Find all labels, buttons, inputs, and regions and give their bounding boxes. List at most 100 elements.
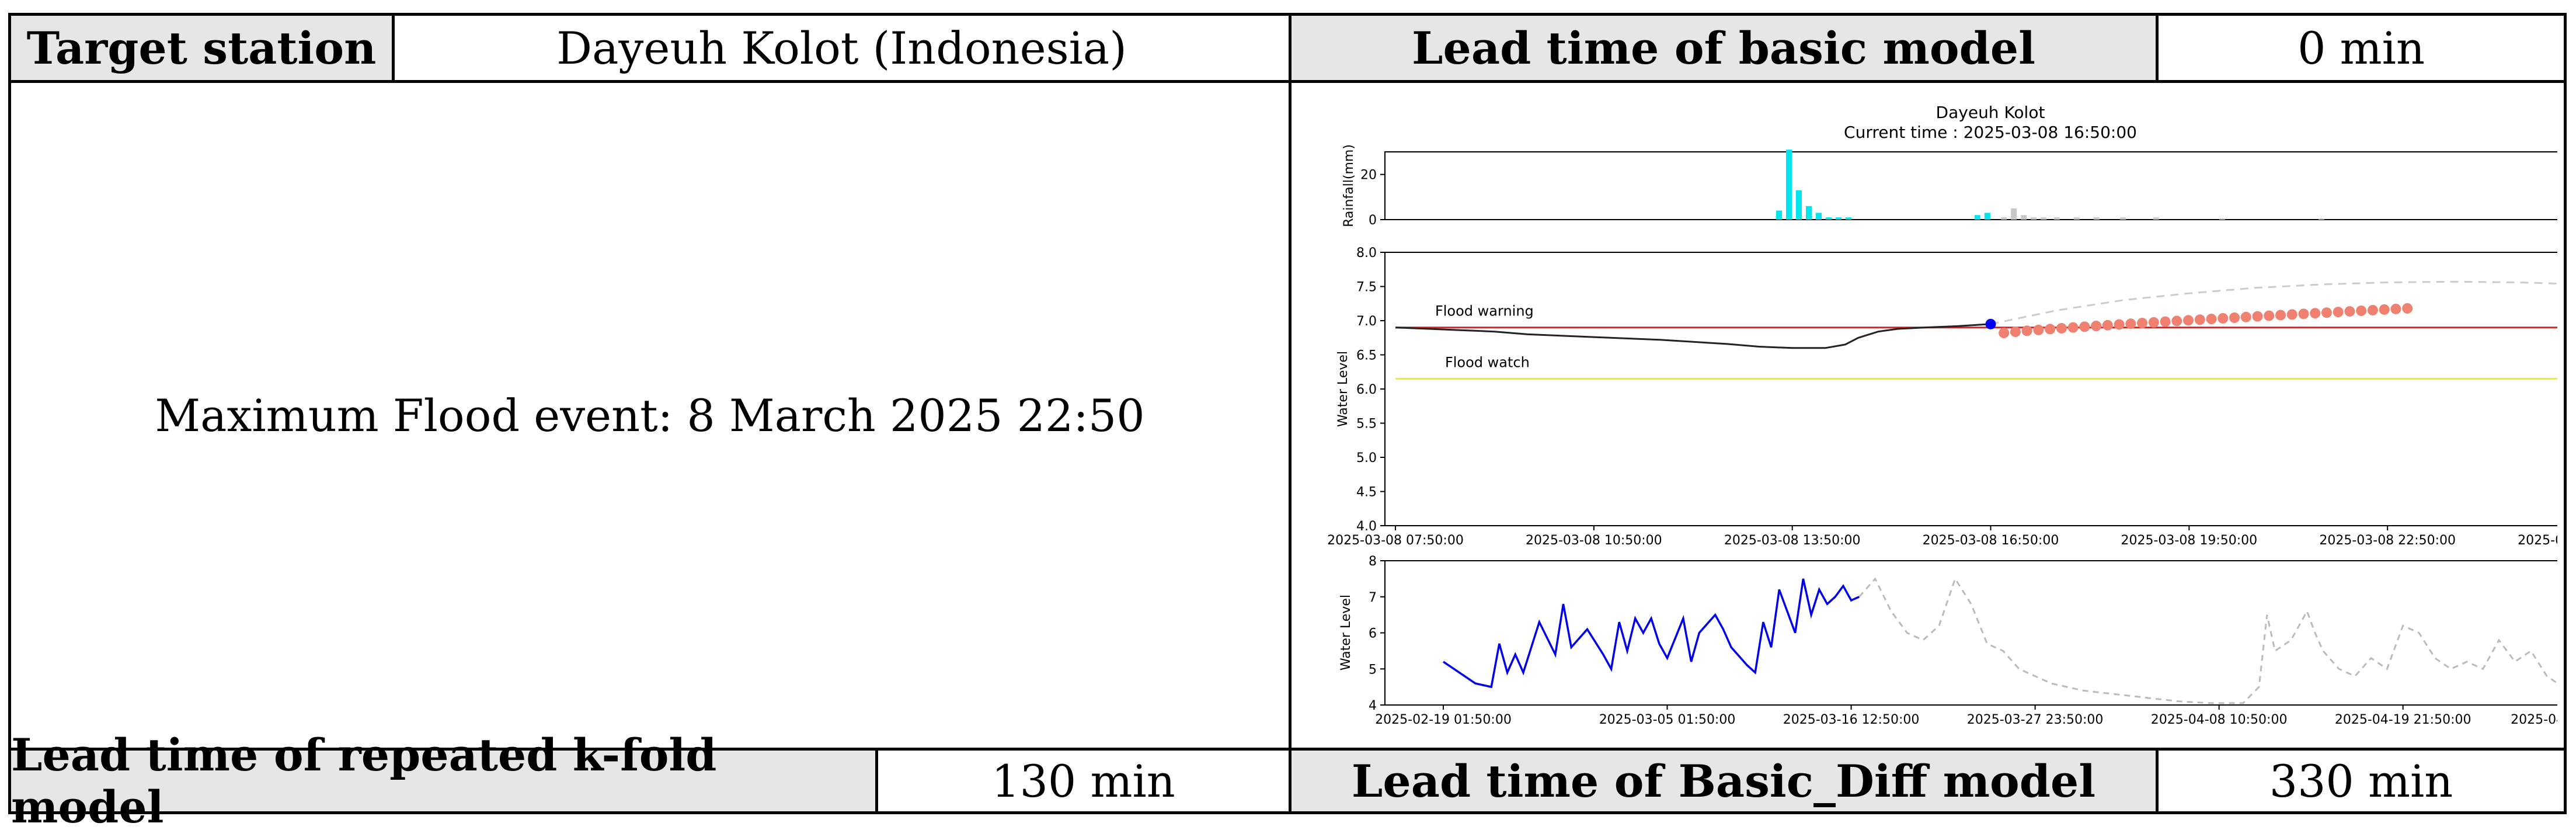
- history-dashed-line: [1858, 576, 2557, 704]
- basic-model-label: Lead time of basic model: [1292, 16, 2156, 80]
- predicted-point: [2218, 313, 2229, 324]
- forecast-chart: Dayeuh Kolot Current time : 2025-03-08 1…: [1327, 103, 2557, 727]
- rainfall-bar: [2031, 217, 2037, 220]
- predicted-point: [2067, 322, 2079, 333]
- rainfall-bar: [2001, 217, 2007, 220]
- row-divider-1: [8, 80, 2567, 83]
- rainfall-ytick-label: 0: [1369, 213, 1377, 228]
- predicted-point: [2264, 310, 2275, 321]
- rainfall-bar: [1845, 217, 1851, 220]
- predicted-point: [2114, 319, 2125, 330]
- history-ytick-label: 7: [1369, 591, 1377, 605]
- history-xtick-label: 2025-03-27 23:50:00: [1967, 713, 2104, 727]
- rainfall-ytick-label: 20: [1360, 168, 1377, 183]
- col-divider-top-2: [2156, 13, 2159, 83]
- history-ytick-label: 6: [1369, 627, 1377, 641]
- basic-model-value: 0 min: [2297, 22, 2425, 74]
- kfold-model-value: 130 min: [991, 755, 1175, 807]
- predicted-point: [2367, 305, 2378, 316]
- rainfall-bar: [1795, 190, 1802, 220]
- water-level-axes: [1384, 252, 2557, 526]
- predicted-point: [2021, 325, 2032, 336]
- kfold-model-label: Lead time of repeated k-fold model: [11, 729, 875, 833]
- rainfall-bar: [1835, 217, 1842, 220]
- history-ytick-label: 4: [1369, 699, 1377, 713]
- row-divider-2: [8, 748, 2567, 751]
- rainfall-bar: [2153, 217, 2159, 220]
- predicted-point: [1999, 328, 2010, 339]
- water-level-xtick-label: 2025-03-08 10:50:00: [1526, 533, 1662, 548]
- water-level-ytick-label: 8.0: [1356, 246, 1377, 261]
- rainfall-ylabel: Rainfall(mm): [1342, 144, 1356, 227]
- predicted-point: [2252, 311, 2263, 322]
- history-axes: [1384, 560, 2557, 706]
- history-xtick-label: 2025-03-05 01:50:00: [1599, 713, 1736, 727]
- history-xtick-label: 2025-04-08 10:50:00: [2151, 713, 2288, 727]
- rainfall-bar: [2318, 218, 2324, 220]
- predicted-point: [2286, 309, 2297, 320]
- predicted-point: [2102, 319, 2113, 331]
- history-xtick-label: 2025-04-30 23:50:00: [2511, 713, 2557, 727]
- history-xtick-label: 2025-04-19 21:50:00: [2335, 713, 2471, 727]
- rainfall-bar: [1974, 215, 1980, 220]
- predicted-point: [2206, 314, 2217, 325]
- predicted-point: [2390, 303, 2401, 314]
- water-level-xtick-label: 2025-03-08 16:50:00: [1923, 533, 2059, 548]
- rainfall-bar: [2041, 217, 2047, 220]
- predicted-point: [2321, 307, 2332, 318]
- water-level-ytick-label: 4.5: [1356, 485, 1377, 500]
- water-level-ytick-label: 7.5: [1356, 280, 1377, 295]
- rainfall-bar: [1776, 210, 1783, 220]
- predicted-point: [2402, 303, 2413, 314]
- predicted-point: [2033, 324, 2044, 335]
- chart-subtitle: Current time : 2025-03-08 16:50:00: [1844, 123, 2137, 142]
- rainfall-bar: [2011, 208, 2017, 220]
- rainfall-bar: [2219, 218, 2225, 220]
- predicted-point: [2229, 312, 2240, 323]
- diff-model-value: 330 min: [2269, 755, 2453, 807]
- predicted-point: [2045, 324, 2056, 335]
- predicted-point: [2275, 310, 2286, 321]
- forecast-dashed-line: [1990, 280, 2557, 325]
- history-ytick-label: 5: [1369, 662, 1377, 677]
- predicted-point: [2298, 308, 2309, 319]
- rainfall-bar: [1805, 206, 1812, 220]
- flood-warning-label: Flood warning: [1435, 303, 1534, 319]
- water-level-ylabel: Water Level: [1336, 351, 1350, 427]
- water-level-ytick-label: 6.5: [1356, 349, 1377, 363]
- predicted-point: [2137, 318, 2148, 329]
- results-table: [8, 13, 2567, 814]
- predicted-point: [2356, 305, 2367, 317]
- observed-water-level-line: [1395, 323, 1991, 349]
- predicted-point: [2379, 304, 2390, 315]
- rainfall-bar: [2120, 217, 2126, 220]
- rainfall-bar: [2053, 217, 2060, 220]
- diff-model-label: Lead time of Basic_Diff model: [1292, 751, 2156, 811]
- predicted-point: [2148, 317, 2159, 328]
- water-level-xtick-label: 2025-03-08 22:50:00: [2319, 533, 2456, 548]
- predicted-point: [2160, 316, 2171, 327]
- water-level-ytick-label: 5.5: [1356, 417, 1377, 432]
- predicted-point: [2171, 315, 2182, 327]
- predicted-point: [2240, 311, 2251, 322]
- predicted-point: [2079, 321, 2090, 332]
- predicted-point: [2010, 327, 2021, 338]
- water-level-ytick-label: 6.0: [1356, 383, 1377, 397]
- water-level-ytick-label: 4.0: [1356, 519, 1377, 534]
- predicted-point: [2056, 323, 2067, 334]
- history-xtick-label: 2025-03-16 12:50:00: [1783, 713, 1920, 727]
- rainfall-bar: [2093, 217, 2100, 220]
- rainfall-bar: [1786, 150, 1792, 220]
- col-divider-bottom-1: [875, 748, 878, 814]
- predicted-point: [2194, 314, 2205, 325]
- history-ytick-label: 8: [1369, 554, 1377, 569]
- water-level-xtick-label: 2025-03-08 13:50:00: [1724, 533, 1861, 548]
- history-ylabel: Water Level: [1339, 595, 1353, 671]
- target-station-label: Target station: [11, 16, 392, 80]
- rainfall-bar: [2073, 217, 2080, 220]
- predicted-point: [2333, 307, 2344, 318]
- rainfall-bar: [1825, 217, 1832, 220]
- flood-watch-label: Flood watch: [1445, 354, 1530, 370]
- col-divider-top-1: [392, 13, 395, 83]
- col-divider-center: [1289, 13, 1292, 814]
